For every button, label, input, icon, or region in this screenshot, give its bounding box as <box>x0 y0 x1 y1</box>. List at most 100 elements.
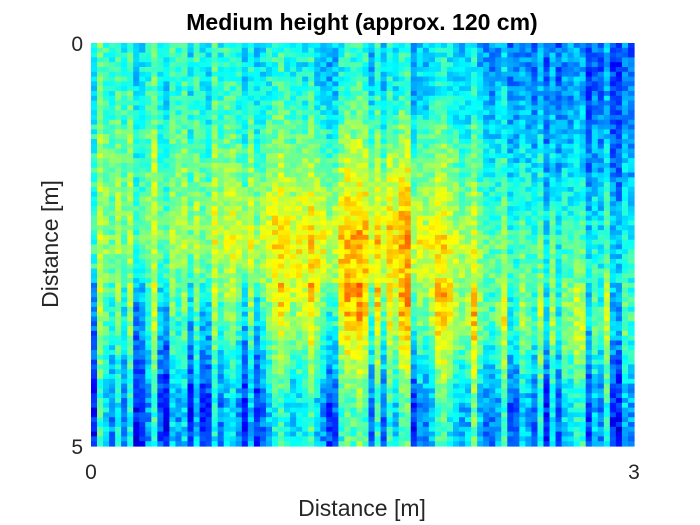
heatmap-cell <box>259 177 267 183</box>
heatmap-cell <box>205 369 213 375</box>
heatmap-cell <box>163 417 171 423</box>
heatmap-cell <box>410 388 418 394</box>
heatmap-cell <box>350 90 358 97</box>
heatmap-cell <box>290 258 297 265</box>
heatmap-cell <box>109 134 116 140</box>
heatmap-cell <box>284 374 291 380</box>
heatmap-cell <box>434 158 442 164</box>
heatmap-cell <box>193 287 201 294</box>
heatmap-cell <box>398 43 406 49</box>
heatmap-cell <box>416 239 424 246</box>
heatmap-cell <box>350 186 358 193</box>
heatmap-cell <box>241 306 249 313</box>
heatmap-cell <box>392 182 400 188</box>
heatmap-cell <box>133 302 140 308</box>
heatmap-cell <box>247 345 255 351</box>
heatmap-cell <box>392 383 400 390</box>
heatmap-cell <box>97 335 104 342</box>
heatmap-cell <box>157 167 164 174</box>
heatmap-cell <box>229 254 237 260</box>
heatmap-cell <box>410 71 418 78</box>
heatmap-cell <box>91 95 98 102</box>
heatmap-cell <box>235 359 243 366</box>
heatmap-cell <box>193 119 201 126</box>
heatmap-cell <box>284 100 291 106</box>
heatmap-cell <box>91 100 98 106</box>
heatmap-cell <box>223 417 231 423</box>
heatmap-cell <box>115 350 122 356</box>
heatmap-cell <box>157 254 164 260</box>
heatmap-cell <box>133 268 140 274</box>
heatmap-cell <box>211 57 219 63</box>
heatmap-cell <box>127 196 134 202</box>
heatmap-cell <box>380 182 388 188</box>
heatmap-cell <box>91 388 98 394</box>
heatmap-cell <box>434 311 442 318</box>
heatmap-cell <box>422 167 430 174</box>
heatmap-cell <box>320 119 327 126</box>
heatmap-cell <box>193 306 201 313</box>
heatmap-cell <box>133 306 140 313</box>
heatmap-cell <box>410 220 418 226</box>
heatmap-cell <box>241 268 249 274</box>
heatmap-cell <box>241 354 249 361</box>
heatmap-cell <box>145 177 152 183</box>
heatmap-cell <box>175 326 183 332</box>
heatmap-cell <box>428 138 436 145</box>
heatmap-cell <box>235 206 243 212</box>
heatmap-cell <box>211 282 219 289</box>
heatmap-cell <box>380 196 388 202</box>
heatmap-cell <box>410 287 418 294</box>
heatmap-cell <box>157 201 164 207</box>
heatmap-cell <box>163 225 171 231</box>
heatmap-cell <box>241 177 249 183</box>
heatmap-cell <box>356 196 364 202</box>
heatmap-cell <box>290 306 297 313</box>
heatmap-cell <box>121 95 128 102</box>
heatmap-cell <box>169 402 177 409</box>
heatmap-cell <box>332 201 339 207</box>
heatmap-cell <box>302 249 309 255</box>
heatmap-cell <box>181 57 189 63</box>
heatmap-cell <box>241 258 249 265</box>
heatmap-cell <box>326 225 333 231</box>
heatmap-cell <box>121 162 128 169</box>
heatmap-cell <box>278 374 285 380</box>
heatmap-cell <box>416 374 424 380</box>
heatmap-cell <box>253 249 261 255</box>
heatmap-cell <box>97 177 104 183</box>
heatmap-cell <box>187 95 195 102</box>
heatmap-cell <box>308 138 315 145</box>
heatmap-cell <box>416 201 424 207</box>
heatmap-cell <box>356 215 364 222</box>
heatmap-cell <box>368 383 376 390</box>
heatmap-cell <box>428 62 436 68</box>
heatmap-cell <box>187 182 195 188</box>
heatmap-cell <box>350 282 358 289</box>
heatmap-cell <box>386 134 394 140</box>
heatmap-cell <box>314 138 321 145</box>
heatmap-cell <box>121 110 128 116</box>
heatmap-cell <box>91 71 98 78</box>
heatmap-cell <box>416 129 424 135</box>
heatmap-cell <box>278 335 285 342</box>
heatmap-cell <box>398 52 406 58</box>
heatmap-cell <box>199 402 207 409</box>
heatmap-cell <box>416 258 424 265</box>
heatmap-cell <box>362 148 370 154</box>
heatmap-cell <box>422 383 430 390</box>
heatmap-cell <box>217 263 225 270</box>
heatmap-cell <box>139 297 146 303</box>
heatmap-cell <box>362 47 370 54</box>
heatmap-cell <box>428 311 436 318</box>
heatmap-cell <box>410 90 418 97</box>
heatmap-cell <box>265 86 273 92</box>
heatmap-cell <box>247 162 255 169</box>
heatmap-cell <box>440 268 448 274</box>
heatmap-cell <box>97 268 104 274</box>
heatmap-cell <box>223 426 231 433</box>
heatmap-cell <box>404 234 412 241</box>
heatmap-cell <box>211 417 219 423</box>
heatmap-cell <box>145 378 152 385</box>
heatmap-cell <box>259 302 267 308</box>
